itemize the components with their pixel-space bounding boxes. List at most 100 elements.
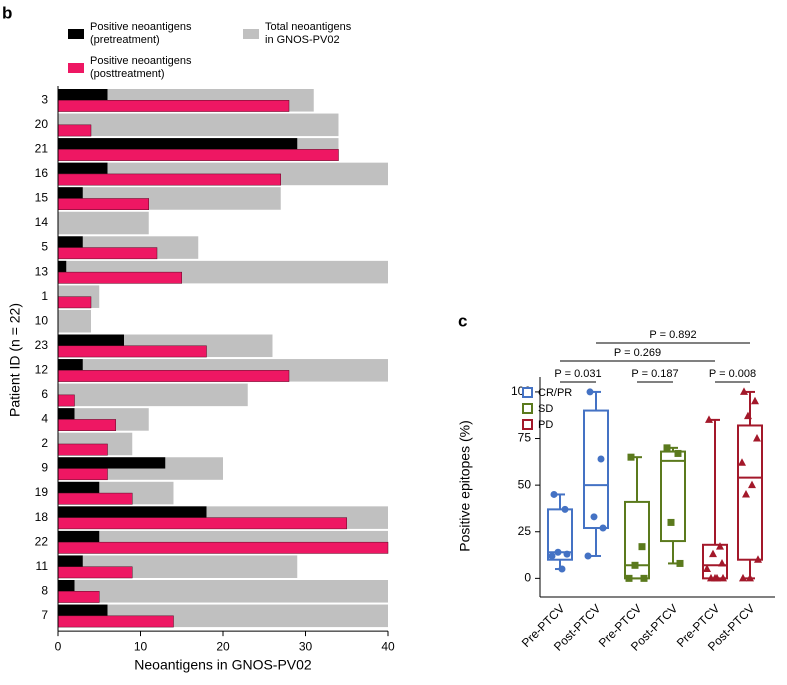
y-tick-label: 2 — [41, 436, 48, 450]
y-tick-label: 15 — [35, 191, 49, 205]
y-tick-label: 19 — [35, 485, 49, 499]
data-point — [586, 388, 594, 396]
legend-swatch — [243, 29, 259, 39]
p-value: P = 0.269 — [614, 347, 661, 359]
y-tick-label: 10 — [35, 313, 49, 327]
legend-label: SD — [538, 403, 553, 415]
data-point — [550, 490, 558, 498]
bar — [58, 187, 83, 199]
data-point — [753, 434, 761, 442]
p-value: P = 0.892 — [649, 329, 696, 341]
bar — [57, 541, 389, 554]
bar — [58, 580, 75, 592]
data-point — [584, 552, 592, 560]
bar — [57, 124, 92, 137]
bar — [57, 296, 92, 309]
data-point — [667, 518, 675, 526]
data-point — [738, 458, 746, 466]
y-tick-label: 25 — [518, 524, 532, 538]
data-point — [548, 552, 556, 560]
bar — [58, 334, 124, 346]
y-tick-label: 1 — [41, 289, 48, 303]
y-tick-label: 6 — [41, 387, 48, 401]
bar — [57, 468, 108, 481]
bar — [58, 113, 339, 137]
data-point — [751, 396, 759, 405]
bar — [57, 394, 75, 407]
data-point — [740, 387, 748, 395]
bar — [57, 517, 347, 530]
panel-letter: c — [458, 311, 467, 330]
p-value: P = 0.008 — [709, 368, 756, 380]
data-point — [705, 415, 713, 423]
data-point — [711, 573, 719, 582]
data-point — [640, 574, 648, 582]
box — [737, 424, 763, 561]
x-tick-label: 0 — [55, 639, 62, 653]
bar — [58, 162, 108, 174]
x-tick-label: 30 — [299, 639, 313, 653]
x-axis-label: Neoantigens in GNOS-PV02 — [134, 657, 312, 673]
box — [583, 409, 609, 530]
y-axis-label: Patient ID (n = 22) — [7, 303, 23, 417]
data-point — [748, 480, 756, 489]
data-point — [719, 573, 727, 582]
data-point — [663, 444, 671, 452]
y-tick-label: 14 — [35, 215, 49, 229]
y-tick-label: 7 — [41, 608, 48, 622]
y-tick-label: 75 — [518, 431, 532, 445]
bar — [57, 443, 108, 456]
legend-label: CR/PR — [538, 387, 572, 399]
bar — [58, 211, 149, 235]
y-tick-label: 20 — [35, 117, 49, 131]
legend-swatch — [522, 387, 533, 398]
bar — [58, 457, 166, 469]
y-tick-label: 50 — [518, 477, 532, 491]
x-tick-label: 40 — [381, 639, 395, 653]
bar — [58, 359, 83, 371]
y-tick-label: 18 — [35, 510, 49, 524]
x-tick-label: 10 — [134, 639, 148, 653]
data-point — [561, 505, 569, 513]
legend-swatch — [522, 419, 533, 430]
y-tick-label: 11 — [36, 559, 49, 573]
data-point — [674, 449, 682, 457]
bar — [58, 260, 67, 273]
y-tick-label: 12 — [35, 362, 49, 376]
bar — [58, 506, 207, 518]
data-point — [754, 555, 762, 563]
data-point — [590, 513, 598, 521]
y-tick-label: 16 — [35, 166, 49, 180]
data-point — [627, 453, 635, 461]
bar — [58, 604, 108, 616]
data-point — [716, 542, 724, 550]
x-tick-label: 20 — [216, 639, 230, 653]
data-point — [703, 564, 711, 573]
legend-label: Total neoantigens in GNOS-PV02 — [265, 21, 352, 46]
y-tick-label: 8 — [41, 583, 48, 597]
p-value: P = 0.187 — [631, 368, 678, 380]
box — [660, 450, 686, 543]
y-axis-label: Positive epitopes (%) — [457, 420, 473, 552]
y-tick-label: 4 — [41, 412, 48, 426]
bar — [58, 530, 100, 543]
bar — [57, 149, 339, 161]
y-tick-label: 5 — [41, 240, 48, 254]
data-point — [599, 524, 607, 532]
data-point — [625, 574, 633, 582]
data-point — [718, 558, 726, 567]
bar — [57, 271, 182, 284]
data-point — [558, 565, 566, 573]
data-point — [554, 548, 562, 556]
data-point — [563, 550, 571, 558]
legend-swatch — [68, 29, 84, 39]
data-point — [742, 489, 750, 498]
y-tick-label: 21 — [35, 142, 49, 156]
data-point — [709, 549, 717, 558]
data-point — [638, 543, 646, 551]
bar — [57, 173, 281, 186]
legend-label: Positive neoantigens (pretreatment) — [90, 21, 192, 46]
bar — [58, 580, 388, 603]
bar — [57, 100, 290, 112]
legend-swatch — [68, 63, 84, 73]
